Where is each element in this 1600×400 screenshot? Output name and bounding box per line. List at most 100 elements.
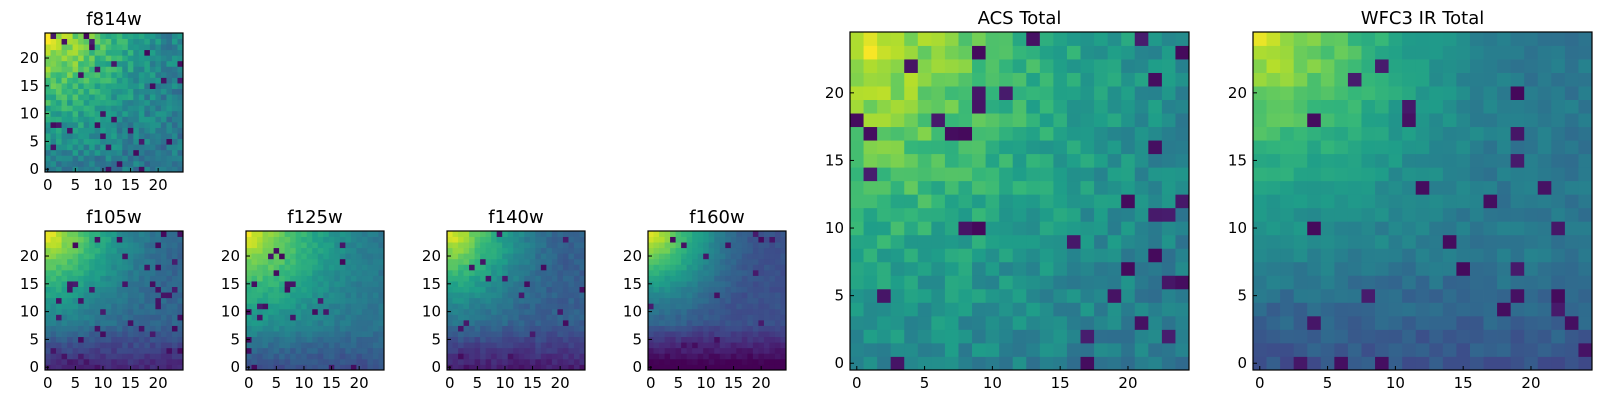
heatmap-cell <box>535 319 542 326</box>
heatmap-cell <box>356 275 363 282</box>
heatmap-cell <box>1266 140 1281 155</box>
heatmap-cell <box>1442 153 1457 168</box>
heatmap-cell <box>94 319 101 326</box>
heatmap-cell <box>122 105 129 112</box>
heatmap-cell <box>56 297 62 304</box>
heatmap-cell <box>546 247 553 254</box>
heatmap-cell <box>127 33 134 39</box>
heatmap-cell <box>345 319 352 326</box>
heatmap-cell <box>1347 153 1362 168</box>
heatmap-cell <box>535 242 542 249</box>
heatmap-cell <box>1094 72 1109 87</box>
heatmap-cell <box>171 83 178 89</box>
heatmap-cell <box>752 319 759 326</box>
heatmap-cell <box>100 110 107 117</box>
heatmap-cell <box>284 353 291 360</box>
heatmap-cell <box>1293 113 1308 128</box>
heatmap-cell <box>714 297 721 304</box>
heatmap-cell <box>105 292 112 299</box>
heatmap-cell <box>725 236 732 243</box>
heatmap-cell <box>573 325 580 332</box>
heatmap-cell <box>469 342 475 349</box>
heatmap-cell <box>105 160 112 167</box>
heatmap-cell <box>1080 275 1095 290</box>
heatmap-cell <box>890 153 905 168</box>
heatmap-cell <box>944 342 959 357</box>
heatmap-cell <box>339 281 346 287</box>
heatmap-cell <box>659 242 665 249</box>
heatmap-cell <box>551 275 558 282</box>
heatmap-cell <box>160 319 167 326</box>
heatmap-cell <box>1148 315 1163 330</box>
heatmap-cell <box>1524 86 1539 100</box>
heatmap-cell <box>50 275 57 282</box>
heatmap-cell <box>1039 275 1054 290</box>
heatmap-cell <box>708 353 715 360</box>
heatmap-cell <box>61 242 68 249</box>
heatmap-cell <box>480 347 487 354</box>
heatmap-cell <box>72 314 79 321</box>
heatmap-cell <box>1388 207 1403 222</box>
heatmap-cell <box>133 347 140 354</box>
heatmap-cell <box>105 303 112 310</box>
heatmap-cell <box>474 297 481 304</box>
heatmap-cell <box>171 286 178 293</box>
heatmap-cell <box>111 33 118 39</box>
heatmap-cell <box>149 55 156 62</box>
heatmap-cell <box>144 60 151 67</box>
heatmap-cell <box>752 231 759 237</box>
heatmap-cell <box>452 297 459 304</box>
heatmap-cell <box>50 144 57 151</box>
heatmap-cell <box>747 281 754 287</box>
heatmap-cell <box>496 325 503 332</box>
heatmap-cell <box>339 325 346 332</box>
heatmap-cell <box>917 288 932 303</box>
heatmap-cell <box>1107 113 1122 128</box>
heatmap-cell <box>763 314 770 321</box>
heatmap-cell <box>703 347 710 354</box>
heatmap-cell <box>155 275 162 282</box>
heatmap-cell <box>116 247 123 254</box>
heatmap-cell <box>675 247 682 254</box>
heatmap-cell <box>67 105 73 112</box>
heatmap-cell <box>485 292 492 299</box>
heatmap-cell <box>50 110 57 117</box>
heatmap-cell <box>1293 329 1308 344</box>
heatmap-cell <box>850 234 864 249</box>
heatmap-cell <box>568 325 575 332</box>
heatmap-cell <box>166 77 173 84</box>
heatmap-cell <box>144 133 151 140</box>
heatmap-cell <box>474 336 481 343</box>
heatmap-cell <box>546 258 553 265</box>
heatmap-cell <box>72 155 79 162</box>
heatmap-cell <box>524 231 531 237</box>
heatmap-cell <box>1564 126 1579 141</box>
heatmap-cell <box>557 231 564 237</box>
heatmap-cell <box>328 358 335 365</box>
heatmap-cell <box>562 292 569 299</box>
heatmap-cell <box>155 149 162 156</box>
heatmap-cell <box>166 292 173 299</box>
heatmap-cell <box>83 353 90 360</box>
heatmap-cell <box>144 88 151 95</box>
heatmap-cell <box>1175 302 1190 317</box>
heatmap-cell <box>50 303 57 310</box>
heatmap-cell <box>306 303 313 310</box>
heatmap-cell <box>317 358 324 365</box>
heatmap-cell <box>763 264 770 271</box>
x-tick-label: 15 <box>322 374 341 392</box>
heatmap-cell <box>850 126 864 141</box>
heatmap-cell <box>116 116 123 123</box>
heatmap-cell <box>863 167 878 182</box>
heatmap-cell <box>301 347 308 354</box>
heatmap-cell <box>133 336 140 343</box>
heatmap-cell <box>518 269 525 276</box>
heatmap-cell <box>480 231 487 237</box>
heatmap-cell <box>149 281 156 287</box>
heatmap-cell <box>262 303 269 310</box>
heatmap-cell <box>100 99 107 106</box>
heatmap-cell <box>546 264 553 271</box>
heatmap-cell <box>334 247 341 254</box>
heatmap-cell <box>273 331 280 338</box>
heatmap-cell <box>513 292 520 299</box>
